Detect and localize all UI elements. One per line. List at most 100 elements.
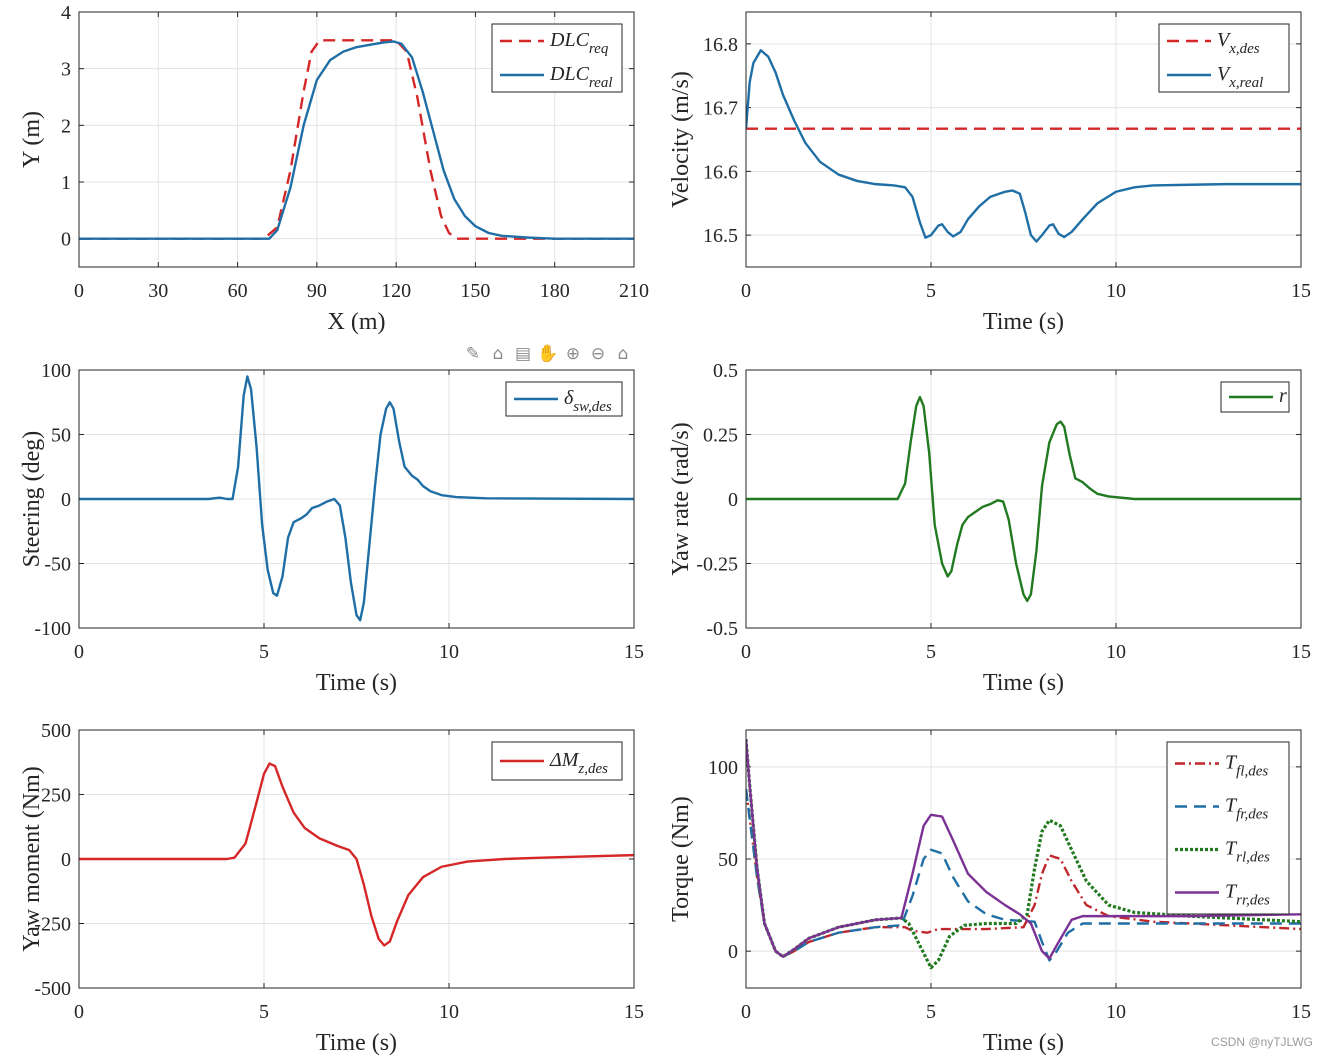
x-tick-label: 15 [1291, 280, 1311, 302]
y-tick-label: 0 [61, 489, 71, 511]
brush-icon[interactable]: ⌂ [492, 344, 504, 364]
chart-panel-1: 0 30 60 90 120 150 180 210 0 1 2 3 4 X (m) Y (m) DLCreq… [19, 2, 649, 335]
x-tick-label: 210 [619, 280, 649, 302]
chart-panel-5: 0 5 10 15 -500 -250 0 250 500 Time (s) Yaw moment … [19, 720, 644, 1056]
x-tick-label: 0 [74, 641, 84, 663]
y-tick-label: 0 [728, 489, 738, 511]
x-tick-label: 5 [259, 1001, 269, 1023]
y-tick-label: 16.8 [703, 34, 738, 56]
series-line-2 [746, 788, 1301, 962]
y-tick-label: -50 [44, 554, 71, 576]
y-tick-label: 16.5 [703, 225, 738, 247]
legend-icon[interactable]: ▤ [514, 344, 532, 364]
y-tick-label: -250 [34, 914, 71, 936]
y-axis-label: Velocity (m/s) [668, 71, 694, 208]
y-tick-label: 0 [61, 229, 71, 251]
x-tick-label: 10 [1106, 280, 1126, 302]
series-line-2 [79, 40, 634, 240]
y-tick-label: 16.7 [703, 98, 738, 120]
axes-frame [745, 369, 1302, 629]
legend-box [1166, 741, 1290, 915]
y-tick-label: -0.25 [696, 554, 738, 576]
legend-label-2: DLCreal [549, 63, 613, 91]
x-tick-label: 5 [259, 641, 269, 663]
x-tick-label: 5 [926, 280, 936, 302]
legend: δsw,des [505, 381, 623, 417]
series-line-2 [746, 49, 1301, 243]
legend-label-1: δsw,des [564, 387, 612, 415]
x-tick-label: 150 [460, 280, 490, 302]
pan-icon[interactable]: ✋ [537, 344, 559, 364]
series-line-1 [746, 395, 1301, 603]
y-tick-label: 250 [41, 785, 71, 807]
legend: ΔMz,des [491, 741, 623, 781]
x-tick-label: 0 [74, 280, 84, 302]
legend-label-1: Vx,des [1217, 29, 1260, 57]
x-tick-label: 0 [741, 641, 751, 663]
x-tick-label: 180 [540, 280, 570, 302]
axes-toolbar: ✎ ⌂ ▤ ✋ ⊕ ⊖ ⌂ [462, 343, 634, 365]
y-tick-label: 0.5 [713, 360, 738, 382]
series-line-1 [79, 375, 634, 622]
chart-panel-2: 0 5 10 15 16.5 16.6 16.7 16.8 Time (s) Velocity (… [668, 11, 1311, 335]
home-icon[interactable]: ⌂ [617, 344, 629, 364]
x-axis-label: Time (s) [983, 1030, 1064, 1056]
x-tick-label: 15 [624, 641, 644, 663]
y-axis-label: Yaw rate (rad/s) [668, 422, 694, 576]
y-tick-label: 0 [728, 941, 738, 963]
x-axis-label: Time (s) [316, 670, 397, 696]
series-line-1 [79, 39, 634, 240]
legend-label-3: Trl,des [1225, 838, 1270, 866]
legend-label-1: DLCreq [549, 29, 609, 57]
watermark: CSDN @nyTJLWG [1211, 1035, 1313, 1049]
y-tick-label: 2 [61, 115, 71, 137]
x-axis-label: Time (s) [983, 309, 1064, 335]
chart-panel-3: 0 5 10 15 -100 -50 0 50 100 Time (s) Steering (deg… [19, 360, 644, 696]
y-axis-label: Y (m) [19, 111, 45, 168]
y-tick-label: 0.25 [703, 425, 738, 447]
edit-icon[interactable]: ✎ [465, 344, 481, 364]
x-tick-label: 90 [307, 280, 327, 302]
legend-label-4: Trr,des [1225, 881, 1270, 909]
x-axis-label: Time (s) [316, 1030, 397, 1056]
y-axis-label: Yaw moment (Nm) [19, 766, 45, 952]
x-tick-label: 10 [439, 641, 459, 663]
x-tick-label: 10 [1106, 1001, 1126, 1023]
legend: r [1220, 381, 1290, 413]
x-tick-label: 5 [926, 641, 936, 663]
zoom-out-icon[interactable]: ⊖ [590, 344, 606, 364]
x-axis-label: X (m) [328, 309, 386, 335]
y-axis-label: Steering (deg) [19, 431, 45, 568]
axes-frame [78, 369, 635, 629]
x-tick-label: 15 [624, 1001, 644, 1023]
y-tick-label: -100 [34, 618, 71, 640]
chart-panel-4: 0 5 10 15 -0.5 -0.25 0 0.25 0.5 Time (s) Yaw rate … [668, 360, 1311, 696]
y-tick-label: -500 [34, 978, 71, 1000]
x-tick-label: 15 [1291, 1001, 1311, 1023]
legend-box [491, 23, 623, 93]
axes-frame [745, 11, 1302, 268]
legend-label-1: Tfl,des [1225, 752, 1268, 780]
y-tick-label: 16.6 [703, 161, 738, 183]
y-tick-label: 500 [41, 720, 71, 742]
x-tick-label: 0 [741, 1001, 751, 1023]
x-tick-label: 120 [381, 280, 411, 302]
y-tick-label: 50 [718, 849, 738, 871]
legend: Vx,des Vx,real [1158, 23, 1290, 93]
y-tick-label: 4 [61, 2, 71, 24]
axes-frame [78, 11, 635, 268]
legend-box [1158, 23, 1290, 93]
axes-frame [78, 729, 635, 989]
x-tick-label: 10 [1106, 641, 1126, 663]
x-tick-label: 10 [439, 1001, 459, 1023]
y-axis-label: Torque (Nm) [668, 796, 694, 922]
y-tick-label: 50 [51, 425, 71, 447]
legend: DLCreq DLCreal [491, 23, 623, 93]
zoom-in-icon[interactable]: ⊕ [565, 344, 581, 364]
x-axis-label: Time (s) [983, 670, 1064, 696]
x-tick-label: 0 [74, 1001, 84, 1023]
x-tick-label: 0 [741, 280, 751, 302]
y-tick-label: -0.5 [706, 618, 738, 640]
